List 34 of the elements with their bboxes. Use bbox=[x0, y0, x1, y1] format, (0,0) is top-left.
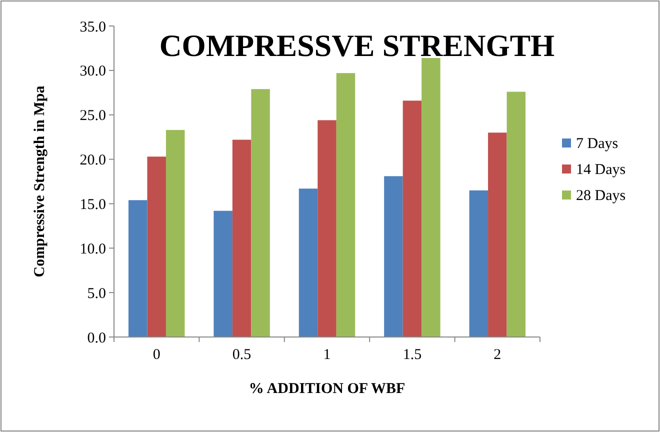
chart-title: COMPRESSVE STRENGTH bbox=[159, 28, 555, 63]
y-tick-label: 25.0 bbox=[80, 108, 106, 124]
bar bbox=[384, 176, 403, 337]
x-tick-label: 1 bbox=[323, 347, 331, 363]
x-tick-label: 0.5 bbox=[232, 347, 252, 363]
bar bbox=[298, 188, 318, 337]
legend-label: 28 Days bbox=[576, 188, 626, 204]
bar bbox=[506, 92, 526, 337]
bar bbox=[422, 58, 440, 337]
bar bbox=[232, 140, 252, 337]
y-tick-label: 0.0 bbox=[87, 330, 106, 346]
bar bbox=[251, 89, 270, 337]
x-axis-title: % ADDITION OF WBF bbox=[248, 381, 406, 397]
x-tick-label: 1.5 bbox=[402, 347, 422, 363]
y-tick-label: 15.0 bbox=[80, 196, 106, 213]
bar bbox=[147, 156, 166, 337]
bar bbox=[214, 210, 232, 337]
legend-label: 7 Days bbox=[576, 136, 618, 152]
y-tick-label: 30.0 bbox=[80, 64, 106, 80]
bar bbox=[318, 120, 336, 337]
bar bbox=[166, 130, 185, 337]
x-tick-label: 2 bbox=[494, 347, 502, 363]
legend-label: 14 Days bbox=[576, 162, 626, 178]
x-tick-label: 0 bbox=[152, 347, 160, 363]
y-axis-title: Compressive Strength in Mpa bbox=[32, 85, 48, 278]
bar bbox=[488, 132, 507, 337]
y-tick-label: 10.0 bbox=[80, 241, 106, 258]
y-tick-label: 20.0 bbox=[80, 152, 106, 169]
y-tick-label: 5.0 bbox=[87, 286, 106, 302]
bar bbox=[402, 100, 422, 337]
bar bbox=[336, 73, 356, 337]
bar bbox=[469, 190, 488, 337]
y-tick-label: 35.0 bbox=[80, 19, 106, 36]
bar bbox=[128, 200, 148, 337]
